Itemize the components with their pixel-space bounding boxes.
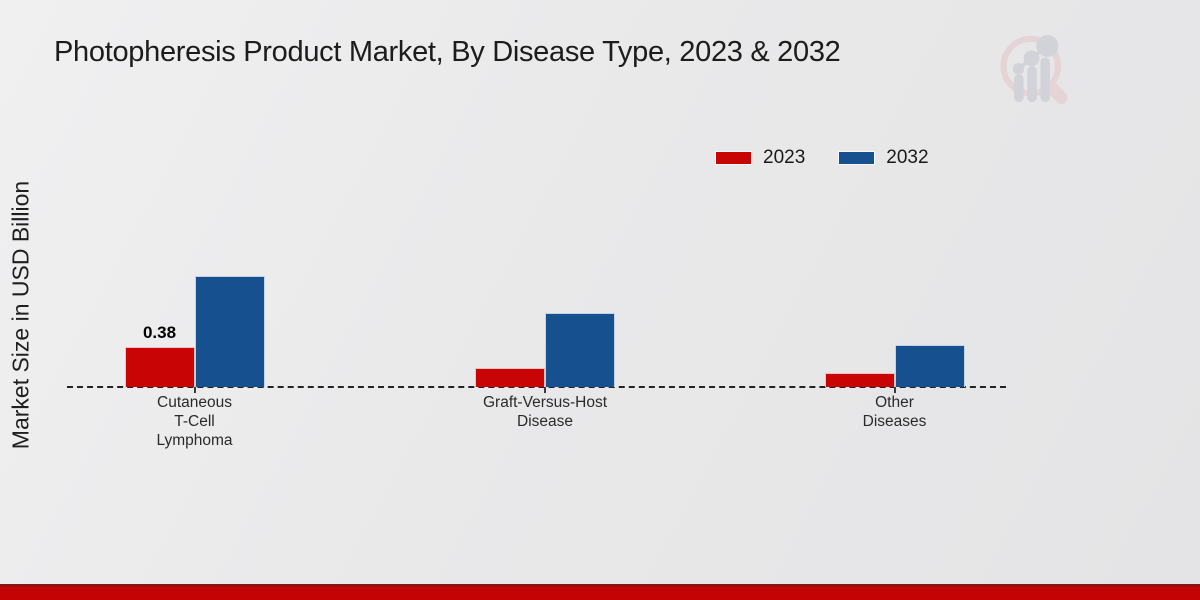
category-label-0: Cutaneous T-Cell Lymphoma [156, 394, 233, 449]
bar-2023-category-1 [475, 368, 545, 387]
bar-2032-category-2 [894, 345, 965, 387]
legend-swatch-2023 [716, 152, 751, 164]
category-label-2: Other Diseases [862, 394, 927, 430]
legend-label: 2023 [763, 147, 806, 168]
x-axis-tick [544, 387, 546, 393]
bar-2023-category-2 [824, 373, 895, 387]
legend-label: 2032 [886, 147, 929, 168]
x-axis-baseline [67, 386, 1006, 388]
footer-red-band [0, 584, 1200, 600]
legend-item-2032: 2032 [839, 147, 929, 169]
bar-value-label: 0.38 [142, 323, 177, 342]
bar-2023-category-0 [124, 347, 195, 387]
chart-title: Photopheresis Product Market, By Disease… [54, 36, 841, 68]
magnifier-bar-chart-logo-icon [1000, 34, 1068, 104]
bar-2032-category-0 [194, 276, 265, 387]
bar-2032-category-1 [545, 313, 615, 387]
legend-item-2023: 2023 [716, 147, 805, 169]
legend: 2023 2032 [716, 147, 929, 169]
legend-swatch-2032 [839, 152, 875, 164]
x-axis-tick [193, 387, 196, 393]
category-label-1: Graft-Versus-Host Disease [482, 394, 608, 430]
x-axis-tick [893, 387, 896, 393]
